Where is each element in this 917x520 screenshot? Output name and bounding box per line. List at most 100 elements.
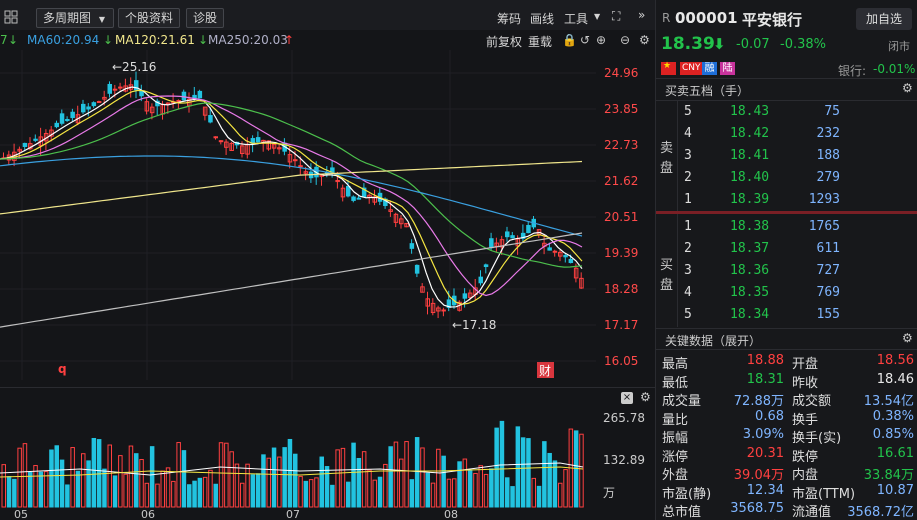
level-number: 1 xyxy=(684,219,692,234)
volume-bar xyxy=(308,479,314,508)
sector-label[interactable]: 银行: xyxy=(838,64,867,78)
sell-level-row[interactable]: 4 18.42 232 xyxy=(684,124,914,145)
candle-body xyxy=(520,232,526,239)
buy-level-row[interactable]: 3 18.36 727 xyxy=(684,261,914,282)
multi-period-button[interactable]: 多周期图 ▼ xyxy=(36,8,114,28)
bid-price: 18.35 xyxy=(730,285,770,300)
draw-line-button[interactable]: 画线 xyxy=(530,12,555,26)
volume-bar xyxy=(420,447,425,508)
candle-body xyxy=(240,145,245,155)
candle-body xyxy=(462,293,468,299)
ask-volume: 1293 xyxy=(808,192,840,207)
arrow-down-icon: ↓ xyxy=(103,33,114,47)
candle-body xyxy=(579,277,584,289)
key-label: 内盘 xyxy=(792,468,819,483)
volume-bar xyxy=(361,451,367,508)
stock-profile-label: 个股资料 xyxy=(125,11,174,25)
volume-bar xyxy=(91,437,97,508)
chip-button[interactable]: 筹码 xyxy=(497,12,522,26)
buy-level-row[interactable]: 5 18.34 155 xyxy=(684,305,914,326)
price-tick-label: 20.51 xyxy=(604,210,638,224)
forward-adjust-button[interactable]: 前复权 xyxy=(486,35,523,49)
zoom-in-icon[interactable]: ⊕ xyxy=(596,33,607,47)
x-label-07: 07 xyxy=(286,508,300,520)
buy-level-row[interactable]: 4 18.35 769 xyxy=(684,283,914,304)
candle-body xyxy=(271,143,277,149)
candle-body xyxy=(505,231,510,238)
q-marker[interactable]: q xyxy=(58,362,67,376)
volume-bar xyxy=(324,466,330,508)
margin-tag: 融 xyxy=(702,62,717,75)
volume-bar xyxy=(298,475,303,508)
volume-bar xyxy=(28,471,33,508)
sell-level-row[interactable]: 3 18.41 188 xyxy=(684,146,914,167)
candle-body xyxy=(420,286,425,293)
volume-bar xyxy=(467,469,473,508)
volume-bar xyxy=(38,471,44,508)
candle-body xyxy=(144,101,150,112)
volume-bar xyxy=(49,449,54,508)
candle-body xyxy=(176,100,181,103)
volume-bar xyxy=(372,479,377,508)
overlay-button[interactable]: 重载 xyxy=(528,35,553,49)
buy-level-row[interactable]: 1 18.38 1765 xyxy=(684,217,914,238)
zoom-out-icon[interactable]: ⊖ xyxy=(620,33,631,47)
ask-price: 18.40 xyxy=(730,170,770,185)
volume-bar xyxy=(197,477,203,508)
undo-icon[interactable]: ↺ xyxy=(580,33,591,47)
key-label: 换手(实) xyxy=(792,431,842,446)
ask-volume: 279 xyxy=(816,170,840,185)
settings-icon[interactable]: ⚙ xyxy=(639,33,650,47)
volume-bar xyxy=(255,473,261,508)
settings-icon[interactable]: ⚙ xyxy=(640,390,651,404)
key-label: 最低 xyxy=(662,375,689,391)
volume-bar xyxy=(187,484,192,508)
fullscreen-icon[interactable]: ⛶ xyxy=(612,9,621,23)
ask-price: 18.43 xyxy=(730,104,770,119)
settings-icon[interactable]: ⚙ xyxy=(902,81,913,95)
level-number: 4 xyxy=(684,126,692,141)
volume-bar xyxy=(457,461,462,508)
volume-bar xyxy=(478,465,483,508)
level-number: 1 xyxy=(684,192,692,207)
high-annotation: ←25.16 xyxy=(112,60,156,74)
price-tick-label: 21.62 xyxy=(604,174,638,188)
candle-body xyxy=(255,137,261,143)
diagnose-button[interactable]: 诊股 xyxy=(186,8,225,28)
ma60-value: MA60:20.94 xyxy=(27,33,100,47)
volume-bar xyxy=(123,473,128,508)
close-icon[interactable]: × xyxy=(621,392,633,404)
volume-bar xyxy=(483,473,489,508)
stock-profile-button[interactable]: 个股资料 xyxy=(118,8,181,28)
sell-label-1: 卖 xyxy=(660,141,674,156)
sell-level-row[interactable]: 5 18.43 75 xyxy=(684,102,914,123)
key-value: 39.04万 xyxy=(733,468,784,483)
settings-icon[interactable]: ⚙ xyxy=(902,331,913,345)
volume-bar xyxy=(393,441,399,508)
sell-level-row[interactable]: 1 18.39 1293 xyxy=(684,190,914,211)
add-watchlist-button[interactable]: 加自选 xyxy=(856,8,912,30)
cai-marker-bg[interactable] xyxy=(537,362,554,378)
tools-button[interactable]: 工具 xyxy=(564,12,589,26)
bid-volume: 727 xyxy=(816,263,840,278)
expand-icon[interactable]: » xyxy=(638,8,646,22)
volume-bar xyxy=(452,478,457,508)
volume-bar xyxy=(81,453,86,508)
bid-volume: 1765 xyxy=(808,219,840,234)
price-tick-label: 22.73 xyxy=(604,138,638,152)
lock-icon[interactable]: 🔒 xyxy=(562,33,577,47)
grid-icon[interactable] xyxy=(4,10,18,24)
buy-level-row[interactable]: 2 18.37 611 xyxy=(684,239,914,260)
spread-divider xyxy=(656,211,917,214)
key-data-title[interactable]: 关键数据（展开） xyxy=(665,334,762,348)
volume-bar xyxy=(149,446,155,508)
volume-chart[interactable]: 265.78 132.89 万 xyxy=(0,385,655,520)
candle-body xyxy=(552,250,558,253)
sell-level-row[interactable]: 2 18.40 279 xyxy=(684,168,914,189)
buy-side-label: 买 盘 xyxy=(656,214,678,327)
key-value: 20.31 xyxy=(746,445,784,461)
candlestick-chart[interactable]: 24.96 23.85 22.73 21.62 20.51 19.39 18.28 17.17… xyxy=(0,50,655,380)
volume-bar xyxy=(367,469,372,508)
candle-body xyxy=(86,106,91,110)
key-value: 0.85% xyxy=(872,427,914,442)
